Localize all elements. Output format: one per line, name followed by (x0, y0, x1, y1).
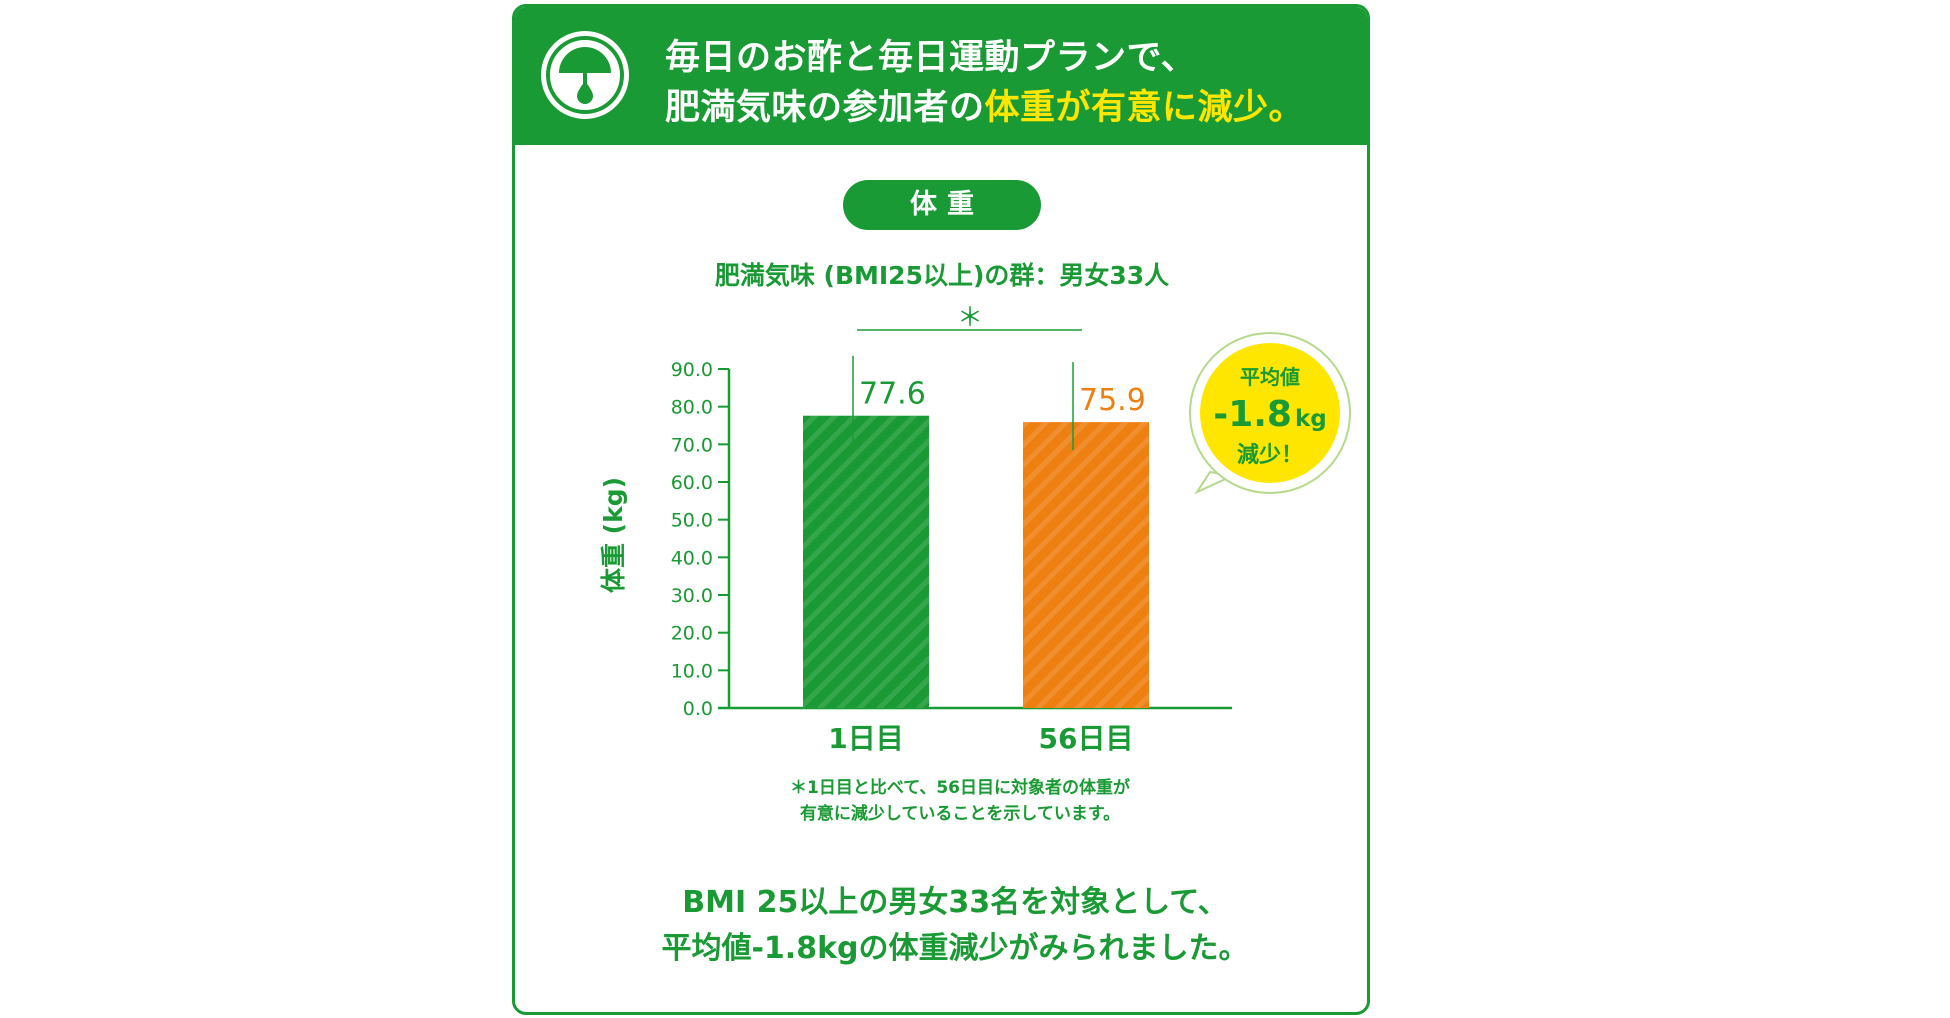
callout-line-3: 減少！ (1237, 443, 1303, 468)
y-tick-label: 10.0 (671, 660, 713, 682)
headline-line-2: 肥満気味の参加者の体重が有意に減少。 (665, 79, 1304, 130)
callout-line-1: 平均値 (1240, 365, 1300, 389)
y-tick-label: 60.0 (671, 472, 713, 494)
callout-value-unit: kg (1295, 406, 1327, 432)
y-tick-label: 40.0 (671, 547, 713, 569)
callout-circle (1200, 343, 1340, 483)
data-label: 75.9 (1079, 383, 1146, 418)
y-tick-label: 70.0 (671, 434, 713, 456)
significance-marker: ＊ (957, 303, 983, 333)
result-card: 毎日のお酢と毎日運動プランで、 肥満気味の参加者の体重が有意に減少。 (512, 4, 1370, 1015)
card-header: 毎日のお酢と毎日運動プランで、 肥満気味の参加者の体重が有意に減少。 (515, 7, 1367, 145)
y-tick-label: 20.0 (671, 623, 713, 645)
summary: BMI 25以上の男女33名を対象として、 平均値-1.8kgの体重減少がみられ… (560, 880, 1350, 972)
headline-highlight: 体重が有意に減少。 (984, 88, 1305, 128)
y-axis-label: 体重 (kg) (599, 477, 628, 593)
footnote: ＊1日目と比べて、56日目に対象者の体重が 有意に減少していることを示しています… (700, 775, 1220, 827)
y-tick-label: 90.0 (671, 359, 713, 381)
x-tick-label: 1日目 (828, 722, 903, 755)
group-label: 肥満気味 (BMI25以上)の群：男女33人 (714, 261, 1170, 290)
footnote-line-1: ＊1日目と比べて、56日目に対象者の体重が (790, 778, 1130, 798)
metric-pill: 体重 (843, 180, 1041, 230)
summary-line-1: BMI 25以上の男女33名を対象として、 (682, 885, 1228, 920)
headline-line-2-prefix: 肥満気味の参加者の (665, 88, 985, 128)
y-tick-label: 50.0 (671, 510, 713, 532)
headline-line-1: 毎日のお酢と毎日運動プランで、 (665, 38, 1197, 78)
data-label: 77.6 (859, 377, 926, 412)
callout-value-number: -1.8 (1213, 394, 1292, 435)
bar-2 (1023, 422, 1149, 708)
y-tick-label: 30.0 (671, 585, 713, 607)
callout-value: -1.8 kg (1213, 394, 1326, 435)
footnote-line-2: 有意に減少していることを示しています。 (799, 804, 1121, 824)
x-tick-label: 56日目 (1039, 722, 1134, 755)
y-tick-label: 0.0 (683, 698, 713, 720)
gauge-drop-icon (541, 31, 629, 119)
bar-1 (803, 415, 929, 708)
y-tick-label: 80.0 (671, 397, 713, 419)
summary-line-2: 平均値-1.8kgの体重減少がみられました。 (661, 931, 1249, 966)
